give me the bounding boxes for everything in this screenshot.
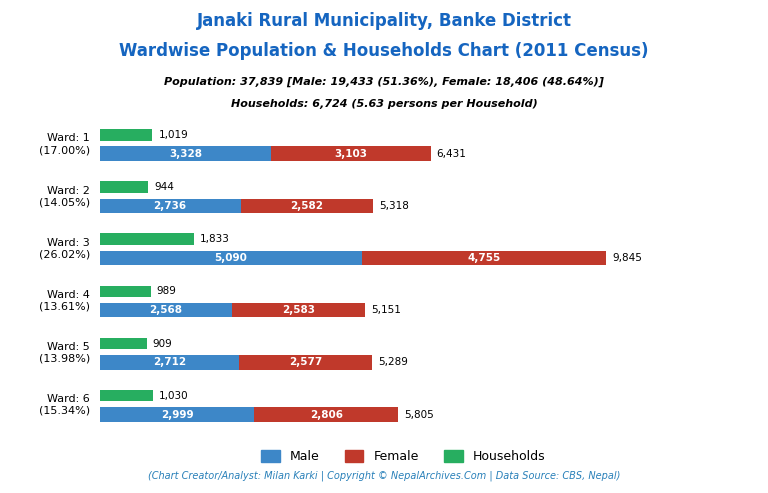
Text: 3,103: 3,103 — [334, 149, 367, 159]
Bar — [100, 234, 194, 245]
Bar — [100, 338, 147, 350]
Text: 5,805: 5,805 — [405, 410, 434, 420]
Text: Janaki Rural Municipality, Banke District: Janaki Rural Municipality, Banke Distric… — [197, 12, 571, 31]
Bar — [240, 199, 373, 213]
Text: (Chart Creator/Analyst: Milan Karki | Copyright © NepalArchives.Com | Data Sourc: (Chart Creator/Analyst: Milan Karki | Co… — [147, 470, 621, 481]
Text: 2,577: 2,577 — [289, 357, 322, 367]
Bar — [362, 251, 606, 265]
Text: 989: 989 — [157, 286, 177, 296]
Bar — [100, 355, 240, 370]
Text: 9,845: 9,845 — [612, 253, 642, 263]
Bar — [100, 181, 148, 193]
Text: 1,019: 1,019 — [158, 130, 188, 140]
Text: 1,833: 1,833 — [200, 234, 230, 244]
Bar — [271, 146, 431, 161]
Text: 2,736: 2,736 — [154, 201, 187, 211]
Text: 2,582: 2,582 — [290, 201, 323, 211]
Legend: Male, Female, Households: Male, Female, Households — [257, 445, 550, 468]
Text: 2,806: 2,806 — [310, 410, 343, 420]
Bar — [100, 285, 151, 297]
Text: 5,318: 5,318 — [379, 201, 409, 211]
Text: Wardwise Population & Households Chart (2011 Census): Wardwise Population & Households Chart (… — [119, 42, 649, 60]
Text: 5,289: 5,289 — [378, 357, 408, 367]
Text: 944: 944 — [154, 182, 174, 192]
Text: 2,583: 2,583 — [282, 305, 315, 315]
Bar — [100, 129, 152, 141]
Text: 1,030: 1,030 — [159, 391, 189, 401]
Text: 2,999: 2,999 — [161, 410, 194, 420]
Text: 2,712: 2,712 — [153, 357, 186, 367]
Text: 5,151: 5,151 — [371, 305, 401, 315]
Bar — [100, 146, 271, 161]
Text: 3,328: 3,328 — [169, 149, 202, 159]
Text: 6,431: 6,431 — [437, 149, 466, 159]
Text: Population: 37,839 [Male: 19,433 (51.36%), Female: 18,406 (48.64%)]: Population: 37,839 [Male: 19,433 (51.36%… — [164, 76, 604, 87]
Text: 4,755: 4,755 — [467, 253, 501, 263]
Bar — [100, 303, 232, 317]
Bar — [100, 390, 153, 401]
Bar — [100, 199, 240, 213]
Bar — [232, 303, 365, 317]
Bar — [240, 355, 372, 370]
Bar — [100, 251, 362, 265]
Bar — [254, 407, 399, 422]
Text: 909: 909 — [153, 339, 173, 349]
Bar — [100, 407, 254, 422]
Text: 5,090: 5,090 — [214, 253, 247, 263]
Text: Households: 6,724 (5.63 persons per Household): Households: 6,724 (5.63 persons per Hous… — [230, 99, 538, 108]
Text: 2,568: 2,568 — [149, 305, 182, 315]
